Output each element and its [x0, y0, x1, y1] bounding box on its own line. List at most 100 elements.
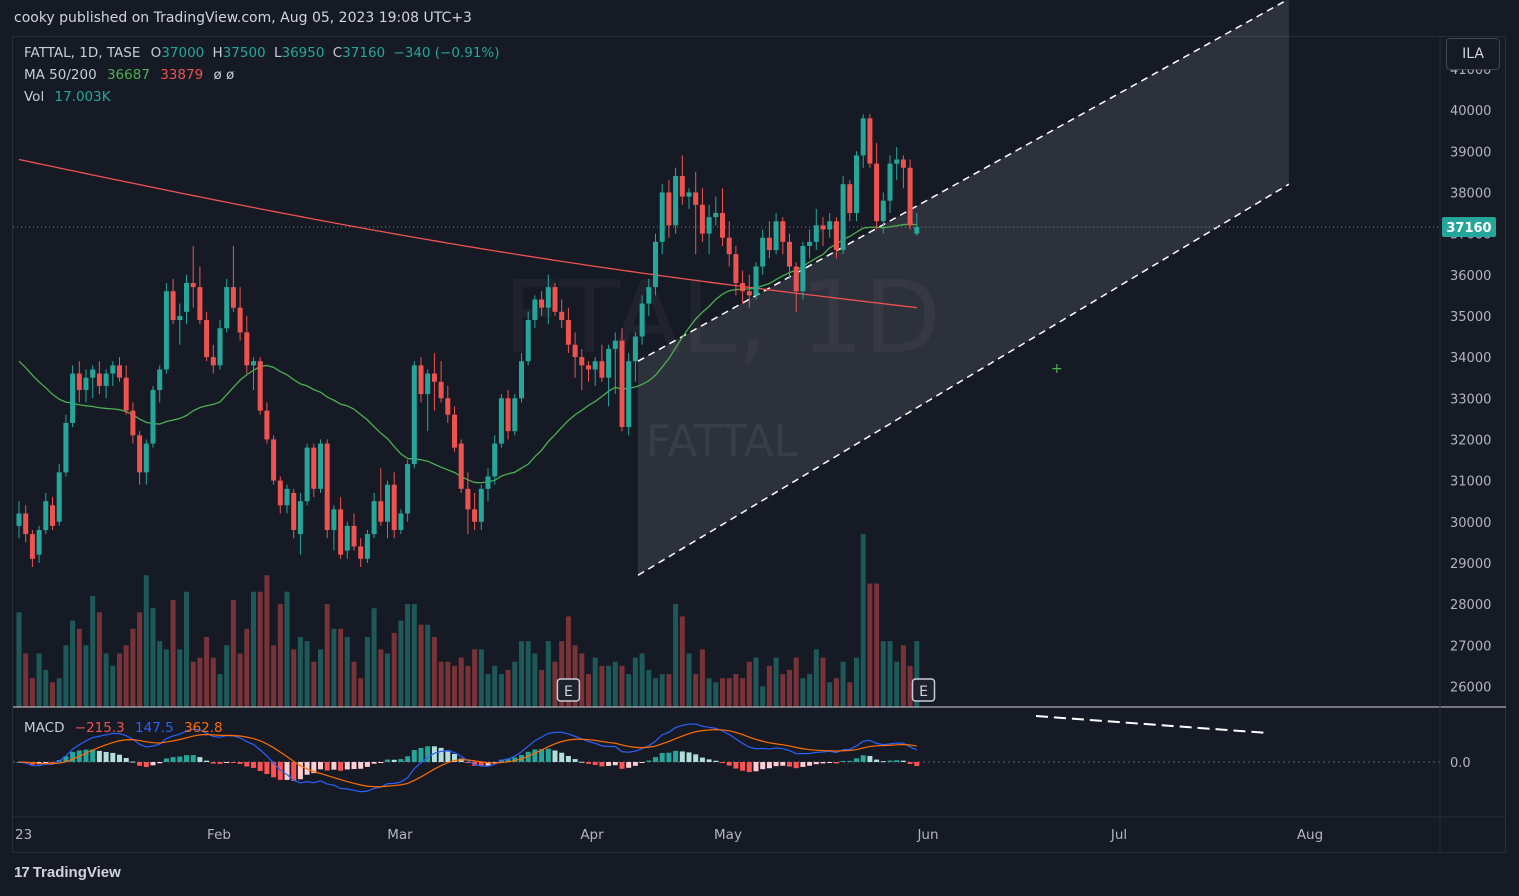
macd-histogram-bar — [452, 753, 457, 762]
candle — [237, 287, 243, 341]
volume-bar — [492, 665, 498, 707]
candle — [458, 439, 464, 493]
macd-histogram-bar — [50, 762, 55, 763]
volume-bar — [445, 661, 451, 707]
volume-bar — [83, 645, 89, 707]
macd-histogram-bar — [391, 759, 397, 762]
high-value: 37500 — [222, 45, 266, 61]
candle-body — [358, 546, 364, 559]
candle — [405, 460, 411, 522]
candle — [143, 439, 149, 485]
volume-label[interactable]: Vol — [24, 89, 45, 105]
ma-label[interactable]: MA 50/200 — [24, 67, 97, 83]
volume-bar — [606, 665, 612, 707]
macd-histogram-bar — [277, 762, 283, 780]
y-tick-label: 26000 — [1450, 680, 1491, 695]
macd-histogram-bar — [110, 752, 116, 762]
volume-bar — [197, 657, 203, 707]
candle-body — [686, 192, 692, 197]
candle — [874, 143, 880, 230]
volume-bar — [358, 678, 364, 707]
macd-histogram-bar — [693, 754, 699, 762]
tradingview-footer[interactable]: 17 TradingView — [14, 864, 121, 881]
candle-body — [391, 484, 397, 530]
candle-body — [773, 221, 779, 251]
candle — [371, 492, 377, 539]
channel-fill — [638, 0, 1289, 576]
volume-bar — [498, 674, 504, 707]
candlesticks[interactable] — [16, 114, 920, 568]
volume-bar — [525, 641, 531, 707]
macd-histogram-bar — [740, 762, 746, 771]
volume-bar — [398, 620, 404, 707]
volume-legend: Vol 17.003K — [24, 89, 111, 105]
currency-button[interactable]: ILA — [1446, 38, 1500, 70]
macd-histogram-bar — [753, 762, 759, 772]
candle-body — [70, 373, 76, 423]
macd-histogram-bar — [63, 756, 69, 762]
y-tick-label: 34000 — [1450, 351, 1491, 366]
macd-histogram-bar — [425, 746, 431, 762]
volume-bar — [592, 657, 598, 707]
candle — [56, 464, 62, 526]
candle-body — [56, 472, 62, 522]
macd-histogram-bar — [726, 762, 732, 766]
volume-bar — [23, 653, 29, 707]
candle-body — [780, 221, 786, 242]
candle-body — [385, 484, 390, 522]
candle-body — [760, 237, 766, 267]
candle — [197, 266, 203, 325]
symbol-legend: FATTAL, 1D, TASE O37000 H37500 L36950 C3… — [24, 45, 500, 61]
macd-histogram-bar — [465, 762, 471, 763]
event-markers[interactable]: E E + — [556, 361, 1063, 702]
candle — [291, 488, 297, 539]
macd-histogram-bar — [431, 746, 437, 762]
candle-body — [666, 192, 672, 226]
candle-body — [197, 287, 203, 321]
candle — [331, 505, 337, 551]
candle — [572, 332, 578, 378]
high-label: H — [212, 45, 223, 61]
volume-bar — [699, 649, 705, 707]
volume-bar — [43, 669, 49, 707]
volume-bar — [405, 604, 411, 707]
volume-value: 17.003K — [54, 89, 111, 105]
candle-body — [860, 118, 866, 156]
candle — [854, 151, 859, 222]
volume-bar — [532, 653, 538, 707]
candle — [244, 315, 250, 374]
macd-histogram-bar — [699, 757, 705, 762]
volume-bar — [163, 649, 169, 707]
candle — [666, 180, 672, 238]
candle-body — [693, 192, 699, 205]
parallel-channel[interactable] — [637, 0, 1290, 576]
volume-bar — [324, 604, 330, 707]
candle — [626, 352, 632, 436]
macd-histogram-bar — [860, 755, 866, 762]
volume-bar — [552, 661, 558, 707]
candle-body — [559, 311, 565, 321]
macd-histogram-bar — [713, 760, 719, 762]
candle-body — [63, 422, 69, 473]
volume-bar — [840, 661, 846, 707]
macd-signal-value: 147.5 — [135, 720, 174, 736]
candle — [190, 245, 196, 308]
volume-bar — [512, 661, 518, 707]
volume-bar — [244, 628, 250, 707]
volume-bar — [130, 628, 136, 707]
macd-histogram-bar — [284, 762, 290, 780]
symbol-name[interactable]: FATTAL, 1D, TASE — [24, 45, 141, 61]
open-label: O — [150, 45, 162, 61]
macd-histogram-bar — [170, 757, 176, 762]
volume-bar — [572, 645, 578, 707]
earnings-marker[interactable]: E — [911, 678, 936, 702]
earnings-marker[interactable]: E — [556, 678, 581, 702]
candle-body — [726, 237, 732, 255]
macd-label[interactable]: MACD — [24, 720, 65, 736]
candle-body — [833, 221, 839, 251]
volume-bar — [800, 678, 806, 707]
macd-histogram-bar — [626, 762, 632, 768]
ma50-value: 36687 — [106, 67, 150, 83]
candle — [867, 114, 873, 168]
